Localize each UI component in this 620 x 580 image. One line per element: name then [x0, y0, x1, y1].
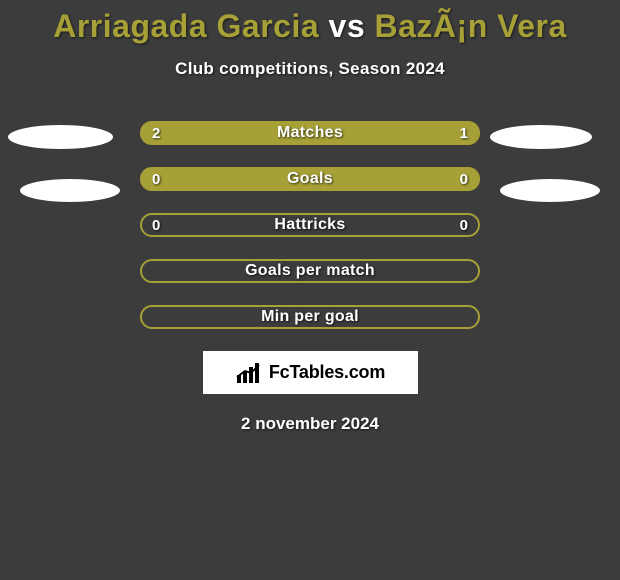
stat-label: Goals [140, 167, 480, 191]
stat-label: Matches [140, 121, 480, 145]
stat-row: Goals per match [140, 259, 480, 283]
stat-label: Hattricks [140, 213, 480, 237]
decorative-ellipse [20, 179, 120, 202]
stat-row: 00Goals [140, 167, 480, 191]
comparison-title: Arriagada Garcia vs BazÃ¡n Vera [0, 0, 620, 45]
decorative-ellipse [8, 125, 113, 149]
player2-name: BazÃ¡n Vera [375, 8, 567, 44]
stat-label: Min per goal [140, 305, 480, 329]
subtitle: Club competitions, Season 2024 [0, 59, 620, 79]
logo-text: FcTables.com [269, 362, 385, 383]
stat-row: 00Hattricks [140, 213, 480, 237]
decorative-ellipse [490, 125, 592, 149]
player1-name: Arriagada Garcia [53, 8, 319, 44]
date-label: 2 november 2024 [0, 414, 620, 434]
decorative-ellipse [500, 179, 600, 202]
stat-label: Goals per match [140, 259, 480, 283]
stat-row: 21Matches [140, 121, 480, 145]
bars-icon [235, 361, 263, 385]
logo-box: FcTables.com [203, 351, 418, 394]
vs-label: vs [329, 8, 366, 44]
stat-rows: 21Matches 00Goals 00Hattricks Goals per mat… [0, 121, 620, 329]
stat-row: Min per goal [140, 305, 480, 329]
